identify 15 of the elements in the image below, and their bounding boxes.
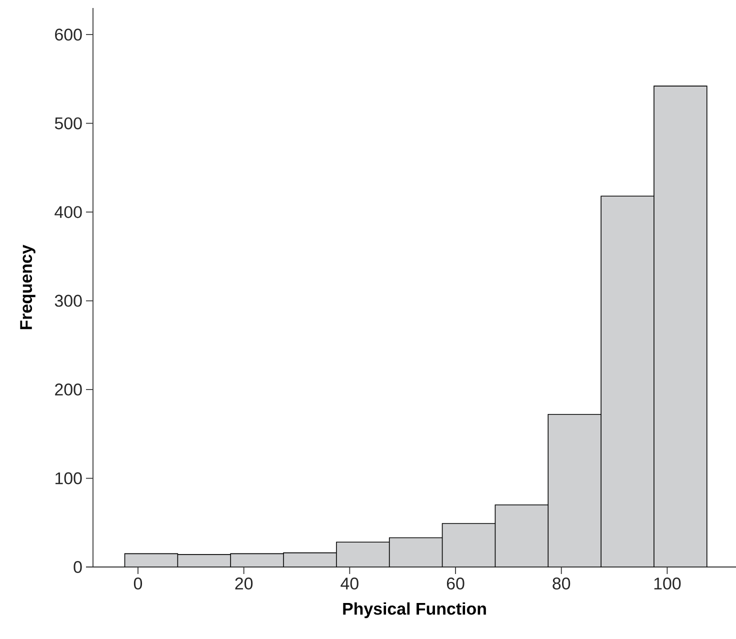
x-tick-label: 80 [552,578,570,590]
y-tick-label: 100 [56,472,82,484]
x-tick-label: 0 [134,578,142,590]
x-tick-label: 40 [340,578,358,590]
y-tick-label: 500 [54,117,82,130]
y-tick-label: 600 [55,28,82,41]
y-tick-label: 300 [54,294,82,307]
x-tick-label: 20 [235,578,253,590]
x-axis-title: Physical Function [343,602,486,618]
x-tick-label: 60 [446,578,464,590]
y-tick-label: 400 [54,206,82,218]
y-tick-label: 200 [55,384,82,396]
y-tick-label: 0 [74,561,82,573]
y-axis-title: Frequency [20,244,36,330]
x-tick-label: 100 [654,578,681,590]
